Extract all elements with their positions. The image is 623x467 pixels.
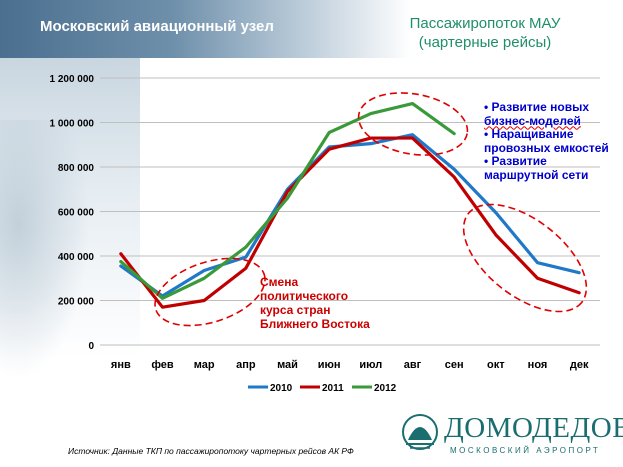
x-tick-label: май [277,359,298,371]
annotation-line: политического [260,289,349,303]
logo-subtitle: МОСКОВСКИЙ АЭРОПОРТ [450,446,601,455]
logo-name: ДОМОДЕДОВО [444,412,623,444]
source-note: Источник: Данные ТКП по пассажиропотоку … [68,446,354,456]
x-tick-label: дек [570,359,589,371]
annotation-line: Ближнего Востока [260,317,370,331]
highlight-ellipse [154,257,266,327]
header-title-right-line2: (чартерные рейсы) [418,34,552,51]
highlight-ellipse [462,203,588,313]
x-tick-label: ноя [528,359,548,371]
annotation-line: Смена [260,275,299,289]
sky-cloud [0,120,90,380]
header-title-left: Московский авиационный узел [40,18,274,35]
note-line: маршрутной сети [484,167,589,182]
x-tick-label: мар [194,359,215,371]
legend-label: 2012 [374,383,397,394]
x-tick-label: апр [236,359,256,371]
legend-label: 2011 [322,383,344,394]
domodedovo-logo: ДОМОДЕДОВО МОСКОВСКИЙ АЭРОПОРТ [400,410,623,460]
x-tick-label: июн [318,359,341,371]
y-tick-label: 1 000 000 [50,119,95,130]
x-tick-label: янв [111,359,131,371]
legend-label: 2010 [270,383,293,394]
y-tick-label: 1 200 000 [50,74,95,85]
x-tick-label: окт [487,359,505,371]
note-line: • Развитие [484,154,547,168]
x-tick-label: фев [151,359,174,371]
note-line: бизнес-моделей [484,113,609,129]
political-annotation: Смена политического курса стран Ближнего… [260,275,370,331]
header-title-right: Пассажиропоток МАУ (чартерные рейсы) [370,14,600,52]
header-banner [0,0,623,58]
y-tick-label: 400 000 [58,252,95,263]
y-tick-label: 600 000 [58,208,95,219]
y-tick-label: 200 000 [58,297,95,308]
airport-emblem-icon [402,414,438,450]
note-line: • Наращивание [484,127,574,141]
y-tick-label: 0 [88,341,94,352]
y-tick-label: 800 000 [58,163,95,174]
note-line: провозных емкостей [484,140,609,155]
series-line-2011 [119,136,581,309]
series-line-2010 [119,133,581,298]
annotation-line: курса стран [260,303,331,317]
header-title-right-line1: Пассажиропоток МАУ [409,15,561,32]
note-line: • Развитие новых [484,100,590,114]
highlight-ellipse [357,92,469,156]
x-tick-label: сен [445,359,464,371]
x-tick-label: авг [404,359,422,371]
growth-notes: • Развитие новых бизнес-моделей • Наращи… [484,100,609,182]
x-tick-label: июл [359,359,382,371]
note-line-text: бизнес-моделей [484,113,581,128]
series-line-2012 [119,101,456,300]
